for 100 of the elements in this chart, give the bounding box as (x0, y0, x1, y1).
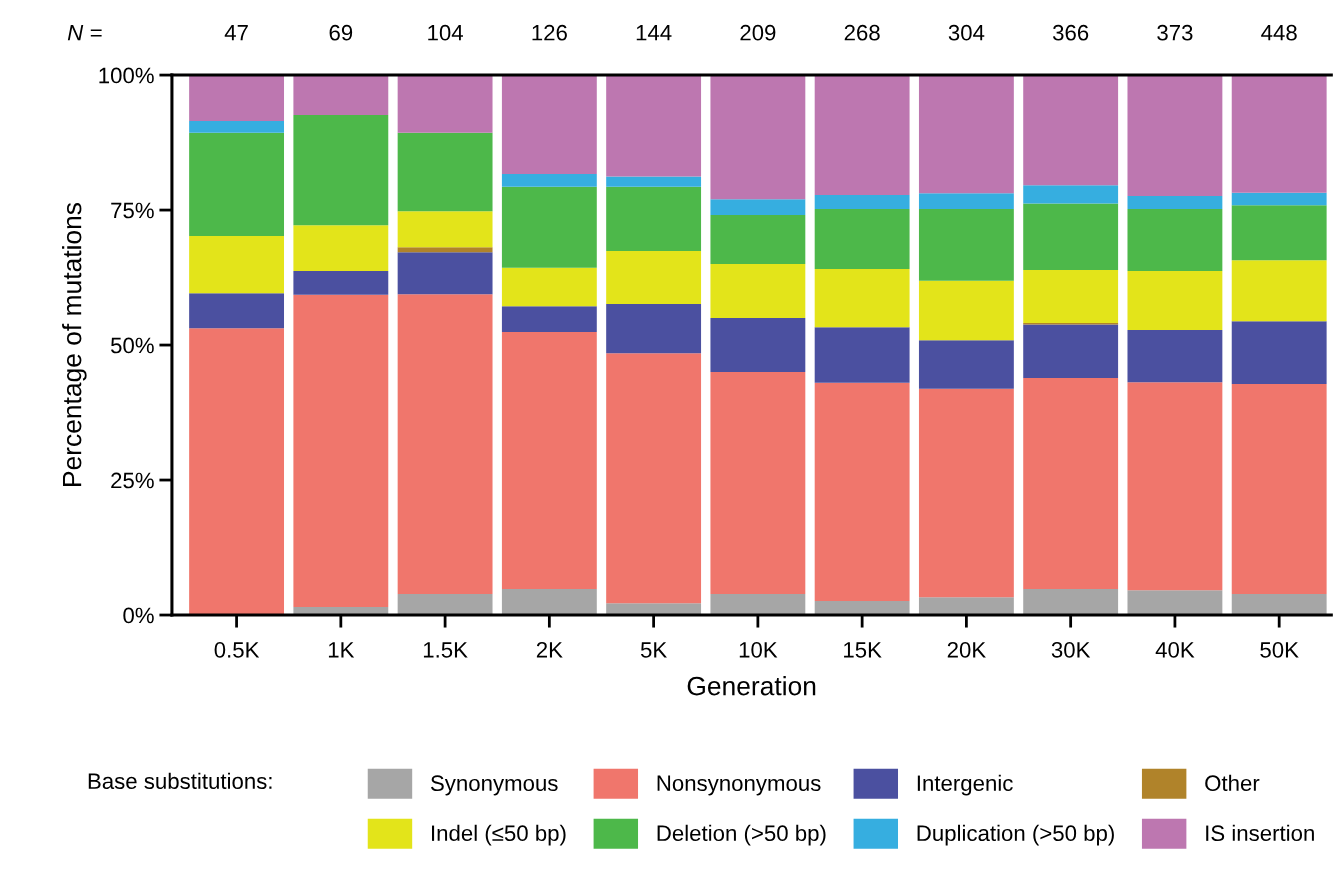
y-tick-label: 100% (99, 67, 154, 84)
bar (397, 247, 493, 253)
bar (814, 600, 910, 616)
bar (1231, 383, 1327, 594)
text: 126 (532, 24, 567, 41)
x-tick-label: 5K (640, 642, 667, 658)
bar (814, 268, 910, 328)
bar (606, 353, 702, 604)
x-tick-label: 50K (1260, 642, 1299, 658)
bar (397, 211, 493, 248)
x-tick-label: 40K (1155, 642, 1195, 658)
bar (501, 173, 597, 187)
bar (606, 176, 702, 187)
bar (1231, 75, 1327, 193)
text: 268 (844, 24, 880, 41)
bar (1023, 377, 1119, 590)
bar (501, 332, 597, 590)
x-axis-title: Generation (687, 676, 816, 696)
bar (397, 132, 493, 212)
bar (293, 271, 389, 295)
text: 366 (1052, 24, 1089, 41)
bar (606, 304, 702, 354)
x-tick-label: 1K (328, 642, 355, 658)
bar (1023, 203, 1119, 270)
bar (606, 186, 702, 252)
bar (710, 372, 806, 594)
bar (501, 267, 597, 307)
text: 448 (1261, 24, 1297, 41)
bar (293, 294, 389, 607)
bar (1127, 196, 1223, 209)
bar (606, 251, 702, 305)
bar (814, 382, 910, 601)
bar (1231, 260, 1327, 322)
x-tick-label: 10K (739, 642, 778, 658)
bar (918, 340, 1014, 389)
text: 104 (428, 24, 463, 41)
legend-label: Other (1205, 774, 1260, 792)
text: 209 (740, 24, 776, 41)
bar (1231, 192, 1327, 206)
bar (710, 199, 806, 215)
bar (1127, 75, 1223, 197)
bar (1231, 321, 1327, 384)
bar (501, 186, 597, 268)
bar (1023, 185, 1119, 204)
legend-label: Intergenic (917, 774, 1013, 796)
legend-label: IS insertion (1206, 824, 1314, 842)
bar (1127, 329, 1223, 383)
bar (1127, 208, 1223, 272)
x-tick-label: 30K (1051, 642, 1091, 658)
bar (189, 293, 285, 329)
bar (397, 294, 493, 594)
x-tick-label: 15K (844, 642, 882, 658)
bar (189, 132, 285, 236)
text: 47 (224, 25, 248, 41)
bar (814, 327, 910, 383)
bar (918, 75, 1014, 194)
bar (710, 593, 806, 616)
bar (397, 593, 493, 616)
bar (1127, 590, 1223, 616)
bar (501, 306, 597, 333)
bar (397, 75, 493, 133)
legend-label: Deletion (>50 bp) (657, 824, 826, 846)
text: 69 (329, 24, 353, 41)
y-axis-title: Percentage of mutations (62, 202, 87, 486)
bar (710, 264, 806, 319)
bar (710, 75, 806, 200)
bar (293, 115, 389, 226)
text: 144 (636, 25, 672, 41)
text: 373 (1157, 24, 1193, 41)
text: 304 (948, 24, 985, 41)
bar (501, 589, 597, 616)
bar (606, 75, 702, 177)
bar (814, 194, 910, 209)
bar (189, 75, 285, 121)
bar (710, 318, 806, 373)
bar (918, 208, 1014, 281)
bar (606, 603, 702, 616)
legend-title: Base substitutions: (88, 772, 272, 790)
y-tick-label: 50% (110, 337, 154, 354)
legend-label: Indel (≤50 bp) (432, 824, 566, 846)
legend-label: Duplication (>50 bp) (917, 824, 1114, 846)
bar (501, 75, 597, 174)
x-tick-label: 20K (947, 642, 986, 658)
bar (293, 225, 389, 272)
x-tick-label: 0.5K (214, 642, 260, 658)
bar (710, 214, 806, 265)
bar (918, 193, 1014, 209)
x-tick-label: 2K (536, 642, 563, 658)
text: N = (67, 25, 102, 41)
legend-label: Nonsynonymous (657, 775, 821, 796)
legend-label: Synonymous (430, 775, 558, 796)
bar (189, 120, 285, 133)
bar (397, 252, 493, 295)
x-tick-label: 1.5K (423, 642, 468, 658)
bar (814, 75, 910, 195)
bar (918, 280, 1014, 341)
bar (814, 208, 910, 269)
bar (1127, 271, 1223, 330)
bar (293, 75, 389, 116)
bar (1231, 593, 1327, 616)
